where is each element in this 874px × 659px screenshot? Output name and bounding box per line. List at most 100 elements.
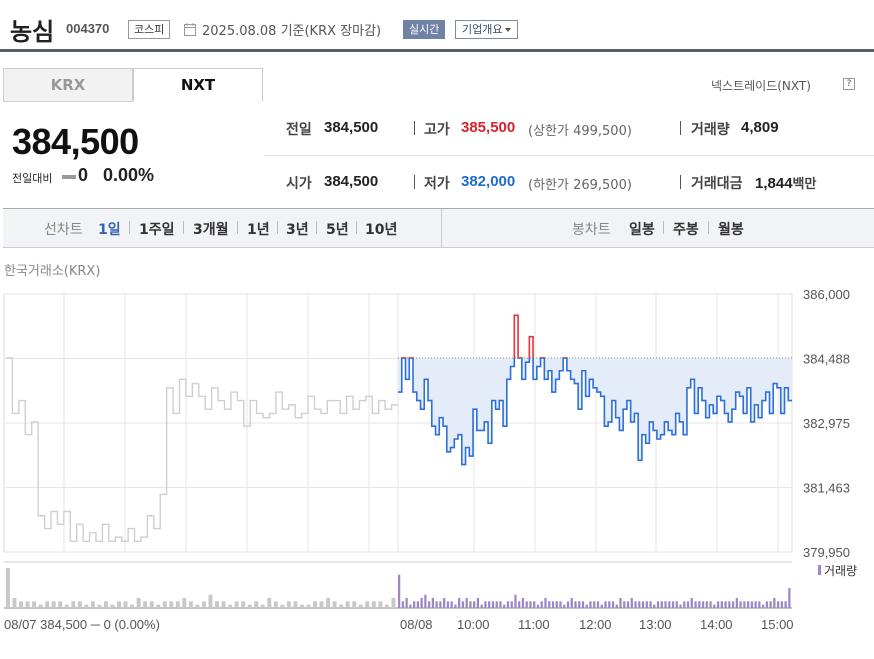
prev-day-volume-bar <box>371 601 376 608</box>
prev-day-volume-bar <box>215 601 219 608</box>
today-volume-bar <box>566 601 570 608</box>
chart-lines <box>6 314 792 543</box>
date-text: 2025.08.08 기준(KRX 장마감) <box>202 24 382 39</box>
candle-daily[interactable]: 일봉 <box>629 222 655 238</box>
x-tick-label: 15:00 <box>761 617 794 632</box>
price-chart[interactable]: 386,000 384,488 382,975 381,463 379,950 08/07… <box>0 280 874 640</box>
realtime-badge: 실시간 <box>403 20 446 39</box>
x-tick-label: 10:00 <box>457 617 490 632</box>
period-3y[interactable]: 3년 <box>286 222 309 238</box>
today-volume-bar <box>563 604 566 608</box>
change-percent: 0.00% <box>103 165 155 185</box>
today-volume-bar <box>540 601 543 608</box>
today-volume-bar <box>578 601 581 608</box>
today-volume-bar <box>521 598 525 608</box>
today-volume-bar <box>668 601 671 608</box>
today-volume-bar <box>499 601 502 608</box>
prev-day-volume-bar <box>306 604 311 608</box>
help-icon[interactable]: ? <box>843 78 855 90</box>
prev-day-volume-bar <box>90 601 95 608</box>
today-volume-bar <box>709 601 712 608</box>
today-volume-bar <box>653 604 656 608</box>
period-bar <box>3 208 874 248</box>
divider <box>277 221 278 234</box>
tab-nxt[interactable]: NXT <box>133 68 263 102</box>
chart-fill <box>398 357 792 465</box>
today-volume-bar <box>518 601 521 608</box>
change-value: 0 <box>78 165 89 185</box>
prev-day-volume-bar <box>345 601 350 608</box>
today-volume-bar <box>600 604 603 608</box>
prev-day-volume-bar <box>384 604 389 608</box>
today-volume-bar <box>401 601 405 608</box>
volume-value: 4,809 <box>741 119 779 136</box>
today-volume-bar <box>694 601 697 608</box>
tab-krx[interactable]: KRX <box>3 68 133 102</box>
prev-day-volume-bar <box>136 598 141 608</box>
period-10y[interactable]: 10년 <box>365 222 398 238</box>
period-5y[interactable]: 5년 <box>326 222 349 238</box>
divider <box>356 221 357 234</box>
prev-day-volume-bar <box>221 601 226 608</box>
stock-code: 004370 <box>66 21 110 36</box>
period-1y[interactable]: 1년 <box>247 222 270 238</box>
today-volume-bar <box>701 601 705 608</box>
today-volume-bar <box>660 601 663 608</box>
today-volume-bar <box>649 601 652 608</box>
today-volume-bar <box>461 601 465 608</box>
today-volume-bar <box>510 601 513 608</box>
period-1d[interactable]: 1일 <box>98 222 121 238</box>
period-3m[interactable]: 3개월 <box>193 222 229 238</box>
today-volume-bar <box>548 601 551 608</box>
prev-day-volume-bar <box>12 598 17 608</box>
today-volume-bar <box>480 604 483 608</box>
prev-close-label: 전일 <box>286 122 312 138</box>
candle-weekly[interactable]: 주봉 <box>673 222 699 238</box>
today-volume-bar <box>593 601 596 608</box>
today-volume-bar <box>413 601 416 608</box>
today-volume-bar <box>525 601 528 608</box>
prev-day-volume-bar <box>38 604 43 608</box>
stock-header <box>0 0 874 52</box>
today-volume-bar <box>581 601 585 608</box>
today-volume-bar <box>754 601 757 608</box>
chart-axes: 386,000 384,488 382,975 381,463 379,950 08/07… <box>4 287 850 632</box>
prev-day-volume-bar <box>182 598 187 608</box>
divider <box>237 221 238 234</box>
today-volume-bar <box>739 601 742 608</box>
today-volume-bar <box>514 594 517 608</box>
today-volume-bar <box>476 598 480 608</box>
prev-day-volume-bar <box>267 598 272 608</box>
calendar-icon <box>184 23 196 36</box>
company-overview-button[interactable]: 기업개요 <box>455 20 519 39</box>
today-volume-bar <box>641 601 645 608</box>
prev-day-volume-bar <box>156 604 161 608</box>
x-tick-label: 11:00 <box>518 617 550 632</box>
divider <box>316 221 317 234</box>
nxt-link[interactable]: 넥스트레이드(NXT) <box>711 79 811 93</box>
period-1w[interactable]: 1주일 <box>139 222 175 238</box>
today-volume-bar <box>716 601 720 608</box>
prev-day-volume-bar <box>58 601 63 608</box>
prev-day-volume-bar <box>149 601 154 608</box>
today-volume-bar <box>431 598 435 608</box>
prev-day-volume-bar <box>110 604 115 608</box>
prev-day-volume-bar <box>143 601 148 608</box>
prev-day-volume-bar <box>32 601 37 608</box>
today-volume-bar <box>435 601 438 608</box>
today-volume-bar <box>780 601 783 608</box>
low-value: 382,000 <box>461 173 516 190</box>
candle-monthly[interactable]: 월봉 <box>718 222 744 238</box>
today-volume-bar <box>536 604 540 608</box>
prev-day-volume-bar <box>117 601 121 608</box>
prev-day-volume-bar <box>339 604 344 608</box>
prev-day-volume-bar <box>45 601 50 608</box>
amount-label: 거래대금 <box>691 176 743 192</box>
divider <box>414 121 415 135</box>
flat-change-icon <box>62 175 76 179</box>
prev-day-volume-bar <box>293 601 298 608</box>
volume-label: 거래량 <box>691 122 730 138</box>
prev-day-volume-bar <box>234 601 239 608</box>
amount-unit: 백만 <box>792 176 817 191</box>
today-volume-bar <box>544 598 547 608</box>
